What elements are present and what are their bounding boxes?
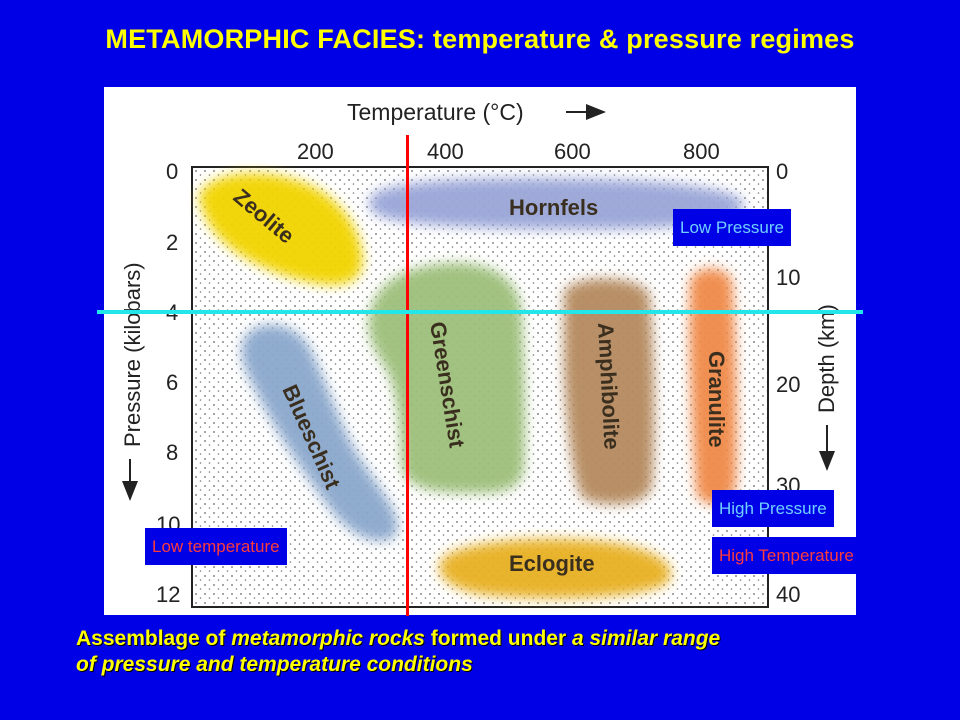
facies-label-hornfels: Hornfels (509, 195, 598, 220)
x-tick: 400 (427, 139, 464, 164)
caption-part: a similar range (571, 627, 721, 650)
x-tick: 600 (554, 139, 591, 164)
caption: Assemblage of metamorphic rocks formed u… (76, 626, 916, 678)
caption-part: pressure and temperature conditions (101, 653, 473, 676)
caption-part: of (76, 653, 102, 676)
low-temperature-callout: Low temperature (145, 528, 287, 565)
y-right-tick: 10 (776, 265, 800, 290)
y-right-tick: 0 (776, 159, 788, 184)
low-pressure-callout: Low Pressure (673, 209, 791, 246)
facies-diagram: Temperature (°C) 200 400 600 800 0 2 4 6… (104, 87, 856, 615)
y-right-axis-title: Depth (km) (814, 304, 839, 413)
blueschist-region (241, 324, 398, 541)
y-left-tick: 2 (166, 230, 178, 255)
y-left-axis-title: Pressure (kilobars) (120, 262, 145, 447)
facies-label-eclogite: Eclogite (509, 551, 595, 576)
y-right-tick: 20 (776, 372, 800, 397)
y-right-tick: 40 (776, 582, 800, 607)
facies-diagram-svg: Temperature (°C) 200 400 600 800 0 2 4 6… (120, 99, 839, 608)
pressure-divider-line (97, 310, 863, 314)
granulite-region (689, 268, 737, 505)
x-axis-title: Temperature (°C) (347, 99, 524, 125)
x-tick: 800 (683, 139, 720, 164)
temperature-divider-line (406, 135, 409, 616)
amphibolite-region (564, 278, 655, 505)
caption-part: formed under (424, 627, 572, 650)
zeolite-region (199, 173, 363, 285)
y-left-tick: 8 (166, 440, 178, 465)
eclogite-region (439, 539, 671, 599)
y-left-tick: 6 (166, 370, 178, 395)
caption-part: metamorphic rocks (231, 627, 425, 650)
y-left-tick: 12 (156, 582, 180, 607)
high-temperature-callout: High Temperature (712, 537, 861, 574)
high-pressure-callout: High Pressure (712, 490, 834, 527)
caption-part: Assemblage of (76, 627, 232, 650)
slide-title: METAMORPHIC FACIES: temperature & pressu… (105, 24, 855, 54)
y-left-tick: 0 (166, 159, 178, 184)
facies-label-granulite: Granulite (704, 351, 729, 448)
x-tick: 200 (297, 139, 334, 164)
hornfels-region (369, 178, 745, 230)
